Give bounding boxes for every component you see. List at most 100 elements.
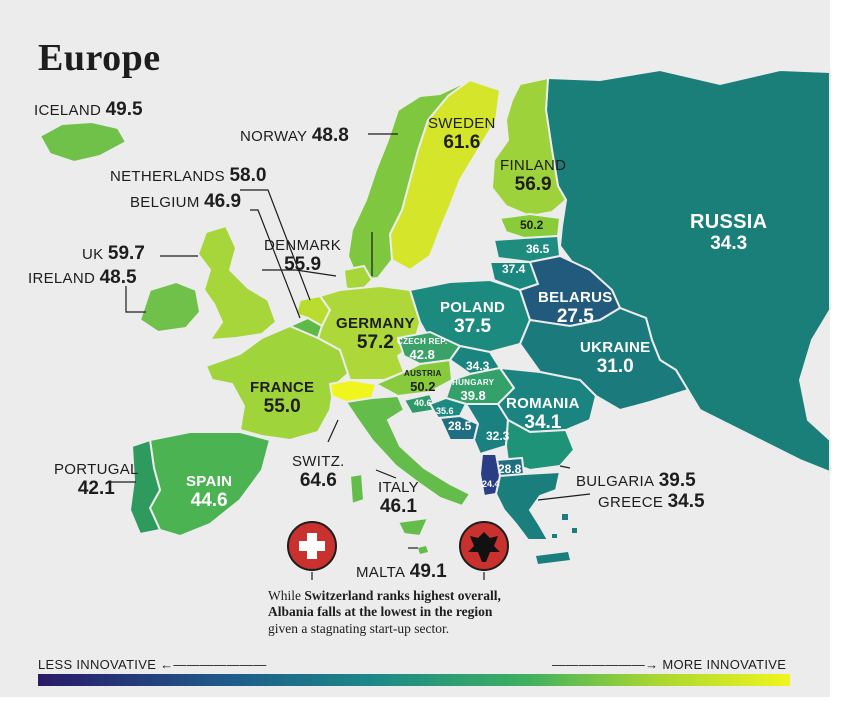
note-line-2: Albania falls at the lowest in the regio… <box>268 604 493 620</box>
austria-region <box>373 358 454 398</box>
page-title: Europe <box>38 37 161 79</box>
label-netherlands: NETHERLANDS 58.0 <box>110 166 266 185</box>
label-norway: NORWAY 48.8 <box>240 126 349 145</box>
france-region <box>204 324 352 442</box>
country-value: 39.8 <box>460 388 486 403</box>
country-name: AUSTRIA <box>404 369 442 378</box>
country-value: 56.9 <box>514 174 552 195</box>
note-line-1: While Switzerland ranks highest overall, <box>268 588 568 604</box>
country-value: 49.1 <box>409 561 447 582</box>
country-name: NORWAY <box>240 128 308 145</box>
note-prefix: While <box>268 588 301 603</box>
country-value: 64.6 <box>299 470 337 491</box>
romania-region <box>496 366 598 434</box>
label-poland: POLAND 37.5 <box>440 300 505 336</box>
value-lithuania: 37.4 <box>502 262 526 276</box>
country-value: 31.0 <box>596 356 634 377</box>
country-name: ITALY <box>378 479 419 496</box>
country-name: FRANCE <box>250 379 315 396</box>
country-name: HUNGARY <box>452 378 495 387</box>
value-slovenia: 40.6 <box>414 398 432 408</box>
label-switzerland: SWITZ. 64.6 <box>292 454 345 490</box>
country-name: PORTUGAL <box>54 461 139 478</box>
label-denmark: DENMARK 55.9 <box>264 238 341 274</box>
value-north-macedonia: 28.8 <box>498 462 522 476</box>
aegean-island <box>562 514 568 520</box>
country-name: SWEDEN <box>428 115 496 132</box>
label-romania: ROMANIA 34.1 <box>506 396 580 432</box>
portugal-region <box>128 438 162 536</box>
crete-region <box>536 552 570 564</box>
value-serbia: 32.3 <box>486 429 510 443</box>
label-hungary: HUNGARY 39.8 <box>452 378 495 403</box>
note-bold: Switzerland ranks highest overall, <box>304 588 501 603</box>
country-value: 55.0 <box>263 396 301 417</box>
country-name: BULGARIA <box>576 473 655 490</box>
country-value: 61.6 <box>443 132 481 153</box>
serbia-region <box>464 403 510 456</box>
label-ireland: IRELAND 48.5 <box>28 268 137 287</box>
label-iceland: ICELAND 49.5 <box>34 100 143 119</box>
label-germany: GERMANY 57.2 <box>336 316 415 352</box>
malta-region <box>418 546 428 554</box>
legend-more: ———————→ MORE INNOVATIVE <box>552 657 786 672</box>
value-croatia: 35.6 <box>436 406 454 416</box>
country-value: 50.2 <box>410 379 436 394</box>
russia-region <box>544 68 831 474</box>
value-latvia: 36.5 <box>526 242 550 256</box>
country-name: RUSSIA <box>690 211 768 233</box>
country-value: 58.0 <box>229 165 267 186</box>
country-name: BELARUS <box>538 289 613 306</box>
country-name: POLAND <box>440 299 506 316</box>
country-value: 57.2 <box>356 332 394 353</box>
swiss-flag-icon <box>287 521 337 571</box>
country-value: 55.9 <box>284 254 322 275</box>
country-value: 49.5 <box>105 99 143 120</box>
country-name: DENMARK <box>264 237 342 254</box>
country-value: 37.5 <box>454 316 492 337</box>
value-slovakia: 34.3 <box>466 359 490 373</box>
greece-region <box>494 470 562 541</box>
country-value: 42.1 <box>77 478 115 499</box>
country-value: 42.8 <box>409 347 435 362</box>
aegean-island <box>572 528 577 533</box>
label-finland: FINLAND 56.9 <box>500 158 566 194</box>
label-belarus: BELARUS 27.5 <box>538 290 613 326</box>
label-spain: SPAIN 44.6 <box>186 474 232 510</box>
value-albania: 24.4 <box>482 479 500 489</box>
value-estonia: 50.2 <box>520 218 544 232</box>
label-uk: UK 59.7 <box>82 244 145 263</box>
legend-more-label: MORE INNOVATIVE <box>662 657 787 672</box>
value-bosnia: 28.5 <box>448 419 472 433</box>
annotation-note: While Switzerland ranks highest overall,… <box>268 588 568 637</box>
label-malta: MALTA 49.1 <box>356 562 447 581</box>
label-portugal: PORTUGAL 42.1 <box>54 462 139 498</box>
country-name: UKRAINE <box>580 339 651 356</box>
country-name: BELGIUM <box>130 194 200 211</box>
iceland-region <box>38 120 128 164</box>
label-ukraine: UKRAINE 31.0 <box>580 340 650 376</box>
denmark-region <box>342 264 374 294</box>
country-name: GERMANY <box>336 315 415 332</box>
label-greece: GREECE 34.5 <box>598 492 705 511</box>
country-value: 59.7 <box>107 243 145 264</box>
country-name: SPAIN <box>186 473 233 490</box>
legend-less: LESS INNOVATIVE ←——————— <box>38 657 267 672</box>
country-name: MALTA <box>356 564 406 581</box>
italy-region <box>344 394 472 508</box>
country-name: ROMANIA <box>506 395 580 412</box>
country-value: 34.5 <box>667 491 705 512</box>
label-italy: ITALY 46.1 <box>378 480 419 516</box>
slovakia-region <box>448 344 502 376</box>
albanian-flag-icon <box>459 521 509 571</box>
country-name: IRELAND <box>28 270 96 287</box>
country-name: GREECE <box>598 494 664 511</box>
arrow-right-icon: ———————→ <box>552 657 659 672</box>
uk-region <box>196 224 278 342</box>
country-name: ICELAND <box>34 102 102 119</box>
country-name: NETHERLANDS <box>110 168 225 185</box>
aegean-island <box>552 534 557 538</box>
label-sweden: SWEDEN 61.6 <box>428 116 496 152</box>
country-value: 39.5 <box>658 470 696 491</box>
